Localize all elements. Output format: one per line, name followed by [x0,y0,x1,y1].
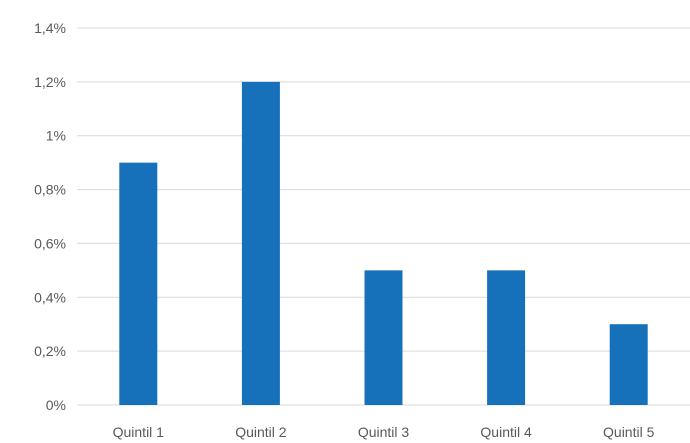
x-axis-tick-labels: Quintil 1 Quintil 2 Quintil 3 Quintil 4 Quin… [113,424,655,440]
bar-quintil-4 [487,270,526,405]
x-tick-label: Quintil 5 [603,424,655,440]
y-tick-label: 0,8% [34,182,66,198]
y-tick-label: 0,2% [34,343,66,359]
y-axis-tick-labels: 0% 0,2% 0,4% 0,6% 0,8% 1% 1,2% 1,4% [34,20,66,413]
bar-quintil-5 [609,324,648,405]
bar-quintil-3 [364,270,403,405]
x-tick-label: Quintil 3 [358,424,410,440]
y-tick-label: 1% [46,128,66,144]
y-tick-label: 0,6% [34,235,66,251]
x-tick-label: Quintil 2 [235,424,287,440]
x-tick-label: Quintil 1 [113,424,165,440]
y-tick-label: 1,4% [34,20,66,36]
x-tick-label: Quintil 4 [480,424,532,440]
y-tick-label: 0% [46,397,66,413]
y-tick-label: 1,2% [34,74,66,90]
y-tick-label: 0,4% [34,289,66,305]
bar-quintil-2 [241,81,280,405]
bars [119,81,648,405]
bar-quintil-1 [119,162,158,405]
